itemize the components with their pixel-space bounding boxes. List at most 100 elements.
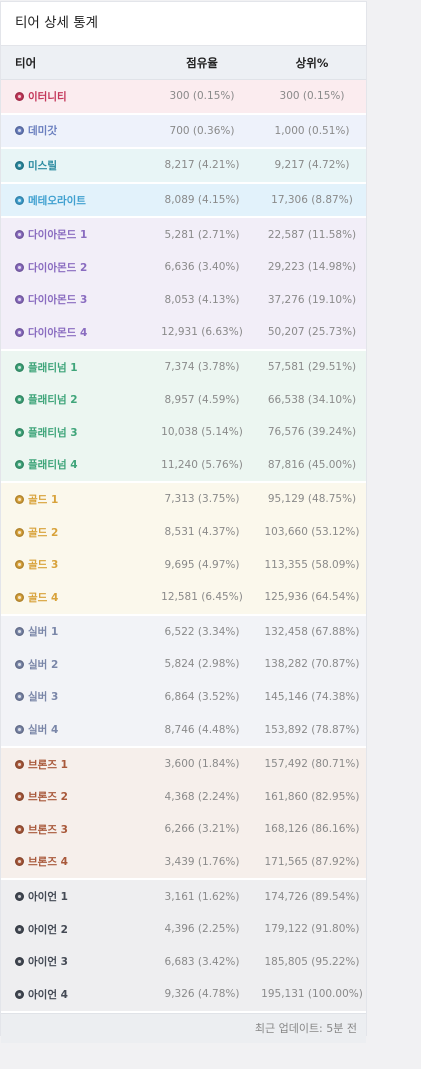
tier-cell: 다이아몬드 1 bbox=[1, 227, 146, 242]
tier-name: 아이언 2 bbox=[28, 923, 68, 936]
tier-cell: 실버 4 bbox=[1, 722, 146, 737]
tier-name: 아이언 4 bbox=[28, 988, 68, 1001]
tier-name: 실버 3 bbox=[28, 691, 59, 704]
panel-title: 티어 상세 통계 bbox=[1, 2, 366, 46]
platinum-gem-icon bbox=[15, 395, 24, 405]
diamond-gem-icon bbox=[15, 230, 24, 240]
share-cell: 4,396 (2.25%) bbox=[164, 923, 240, 936]
tier-cell: 브론즈 2 bbox=[1, 789, 146, 804]
last-updated: 최근 업데이트: 5분 전 bbox=[1, 1012, 366, 1043]
table-row: 브론즈 2 4,368 (2.24%) 161,860 (82.95%) bbox=[1, 780, 366, 814]
table-row: 브론즈 3 6,266 (3.21%) 168,126 (86.16%) bbox=[1, 813, 366, 846]
share-cell: 6,636 (3.40%) bbox=[164, 261, 240, 274]
table-row: 브론즈 1 3,600 (1.84%) 157,492 (80.71%) bbox=[1, 747, 366, 781]
share-cell: 5,281 (2.71%) bbox=[164, 228, 240, 241]
diamond-gem-icon bbox=[15, 327, 24, 337]
tier-cell: 브론즈 4 bbox=[1, 854, 146, 869]
tier-cell: 플래티넘 3 bbox=[1, 425, 146, 440]
tier-cell: 데미갓 bbox=[1, 123, 146, 138]
silver-gem-icon bbox=[15, 659, 24, 669]
tier-name: 골드 3 bbox=[28, 559, 59, 572]
tier-cell: 브론즈 3 bbox=[1, 822, 146, 837]
tier-cell: 골드 3 bbox=[1, 557, 146, 572]
platinum-gem-icon bbox=[15, 427, 24, 437]
share-cell: 12,581 (6.45%) bbox=[161, 591, 243, 604]
tier-name: 메테오라이트 bbox=[28, 194, 86, 207]
gold-gem-icon bbox=[15, 592, 24, 602]
top-percent-cell: 138,282 (70.87%) bbox=[264, 658, 360, 671]
tier-cell: 다이아몬드 4 bbox=[1, 325, 146, 340]
top-percent-cell: 17,306 (8.87%) bbox=[271, 194, 353, 207]
table-row: 다이아몬드 3 8,053 (4.13%) 37,276 (19.10%) bbox=[1, 283, 366, 317]
iron-gem-icon bbox=[15, 892, 24, 902]
top-percent-cell: 185,805 (95.22%) bbox=[264, 955, 360, 968]
tier-name: 다이아몬드 4 bbox=[28, 326, 88, 339]
bronze-gem-icon bbox=[15, 792, 24, 802]
top-percent-cell: 95,129 (48.75%) bbox=[267, 493, 357, 506]
top-percent-cell: 300 (0.15%) bbox=[279, 90, 345, 103]
table-row: 이터니티 300 (0.15%) 300 (0.15%) bbox=[1, 80, 366, 115]
tier-name: 플래티넘 4 bbox=[28, 459, 78, 472]
tier-cell: 실버 2 bbox=[1, 657, 146, 672]
header-top-percent: 상위% bbox=[295, 55, 329, 70]
tier-name: 브론즈 2 bbox=[28, 791, 68, 804]
bronze-gem-icon bbox=[15, 759, 24, 769]
tier-name: 아이언 3 bbox=[28, 956, 68, 969]
table-row: 골드 2 8,531 (4.37%) 103,660 (53.12%) bbox=[1, 515, 366, 549]
top-percent-cell: 157,492 (80.71%) bbox=[264, 758, 360, 771]
table-row: 아이언 2 4,396 (2.25%) 179,122 (91.80%) bbox=[1, 912, 366, 946]
table-row: 실버 3 6,864 (3.52%) 145,146 (74.38%) bbox=[1, 680, 366, 714]
table-row: 다이아몬드 2 6,636 (3.40%) 29,223 (14.98%) bbox=[1, 250, 366, 284]
table-row: 플래티넘 4 11,240 (5.76%) 87,816 (45.00%) bbox=[1, 448, 366, 484]
tier-name: 골드 1 bbox=[28, 493, 59, 506]
tier-name: 데미갓 bbox=[28, 125, 57, 138]
table-row: 데미갓 700 (0.36%) 1,000 (0.51%) bbox=[1, 114, 366, 150]
tier-cell: 플래티넘 1 bbox=[1, 360, 146, 375]
share-cell: 10,038 (5.14%) bbox=[161, 426, 243, 439]
top-percent-cell: 132,458 (67.88%) bbox=[264, 625, 360, 638]
top-percent-cell: 66,538 (34.10%) bbox=[267, 393, 357, 406]
tier-cell: 브론즈 1 bbox=[1, 757, 146, 772]
tier-cell: 골드 2 bbox=[1, 525, 146, 540]
share-cell: 8,531 (4.37%) bbox=[164, 526, 240, 539]
iron-gem-icon bbox=[15, 957, 24, 967]
top-percent-cell: 1,000 (0.51%) bbox=[274, 124, 350, 137]
share-cell: 7,313 (3.75%) bbox=[164, 493, 240, 506]
table-row: 골드 1 7,313 (3.75%) 95,129 (48.75%) bbox=[1, 483, 366, 516]
share-cell: 6,266 (3.21%) bbox=[164, 823, 240, 836]
tier-name: 이터니티 bbox=[28, 90, 67, 103]
table-row: 브론즈 4 3,439 (1.76%) 171,565 (87.92%) bbox=[1, 845, 366, 881]
top-percent-cell: 57,581 (29.51%) bbox=[267, 361, 357, 374]
share-cell: 9,695 (4.97%) bbox=[164, 558, 240, 571]
share-cell: 5,824 (2.98%) bbox=[164, 658, 240, 671]
top-percent-cell: 125,936 (64.54%) bbox=[264, 591, 360, 604]
table-row: 메테오라이트 8,089 (4.15%) 17,306 (8.87%) bbox=[1, 183, 366, 219]
share-cell: 8,217 (4.21%) bbox=[164, 159, 240, 172]
tier-cell: 메테오라이트 bbox=[1, 193, 146, 208]
tier-name: 플래티넘 2 bbox=[28, 394, 78, 407]
diamond-gem-icon bbox=[15, 262, 24, 272]
table-row: 아이언 1 3,161 (1.62%) 174,726 (89.54%) bbox=[1, 880, 366, 913]
gold-gem-icon bbox=[15, 494, 24, 504]
share-cell: 9,326 (4.78%) bbox=[164, 988, 240, 1001]
share-cell: 700 (0.36%) bbox=[169, 124, 235, 137]
top-percent-cell: 174,726 (89.54%) bbox=[264, 890, 360, 903]
gold-gem-icon bbox=[15, 527, 24, 537]
bronze-gem-icon bbox=[15, 857, 24, 867]
tier-name: 골드 2 bbox=[28, 526, 59, 539]
table-row: 플래티넘 2 8,957 (4.59%) 66,538 (34.10%) bbox=[1, 383, 366, 416]
top-percent-cell: 145,146 (74.38%) bbox=[264, 690, 360, 703]
missile-gem-icon bbox=[15, 160, 24, 170]
meteorite-gem-icon bbox=[15, 195, 24, 205]
share-cell: 8,053 (4.13%) bbox=[164, 293, 240, 306]
tier-cell: 플래티넘 2 bbox=[1, 392, 146, 407]
tier-cell: 실버 1 bbox=[1, 624, 146, 639]
silver-gem-icon bbox=[15, 725, 24, 735]
share-cell: 8,089 (4.15%) bbox=[164, 194, 240, 207]
tier-name: 다이아몬드 3 bbox=[28, 294, 88, 307]
top-percent-cell: 37,276 (19.10%) bbox=[267, 293, 357, 306]
tier-name: 다이아몬드 2 bbox=[28, 261, 88, 274]
tier-cell: 아이언 4 bbox=[1, 987, 146, 1002]
table-row: 실버 4 8,746 (4.48%) 153,892 (78.87%) bbox=[1, 713, 366, 748]
iron-gem-icon bbox=[15, 924, 24, 934]
